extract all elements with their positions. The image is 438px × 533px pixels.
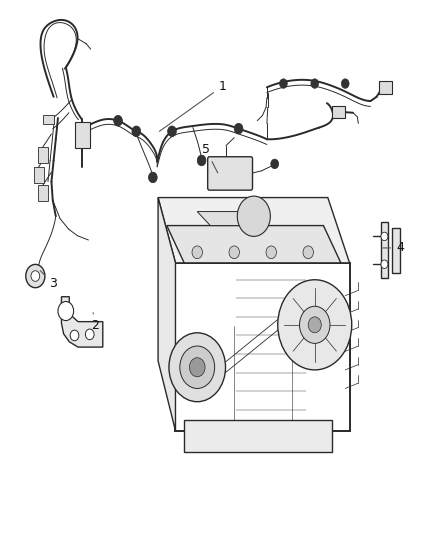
Circle shape xyxy=(168,126,177,136)
Circle shape xyxy=(114,115,122,126)
Circle shape xyxy=(180,346,215,389)
Circle shape xyxy=(169,333,226,402)
Circle shape xyxy=(271,159,279,168)
Circle shape xyxy=(279,79,287,88)
Text: 2: 2 xyxy=(91,313,99,333)
Circle shape xyxy=(308,317,321,333)
Circle shape xyxy=(70,330,79,341)
Circle shape xyxy=(192,246,202,259)
Bar xyxy=(379,81,392,94)
Circle shape xyxy=(197,155,206,166)
Bar xyxy=(43,115,53,124)
Polygon shape xyxy=(61,297,103,347)
Text: 3: 3 xyxy=(40,271,57,290)
Circle shape xyxy=(300,306,330,343)
Circle shape xyxy=(381,260,388,269)
Polygon shape xyxy=(158,198,350,263)
Circle shape xyxy=(266,246,276,259)
Bar xyxy=(34,167,44,183)
Circle shape xyxy=(303,246,314,259)
Text: 1: 1 xyxy=(159,80,226,131)
Bar xyxy=(392,228,399,273)
Circle shape xyxy=(31,271,40,281)
Circle shape xyxy=(85,329,94,340)
Circle shape xyxy=(237,196,270,236)
Polygon shape xyxy=(158,198,176,431)
Text: 5: 5 xyxy=(202,143,218,173)
Circle shape xyxy=(58,302,74,320)
Polygon shape xyxy=(167,225,341,263)
Bar xyxy=(74,122,90,148)
Circle shape xyxy=(229,246,240,259)
Circle shape xyxy=(189,358,205,377)
Circle shape xyxy=(148,172,157,183)
Circle shape xyxy=(132,126,141,136)
Circle shape xyxy=(234,123,243,134)
Bar xyxy=(39,147,48,163)
Circle shape xyxy=(311,79,319,88)
Bar xyxy=(381,222,389,278)
Bar xyxy=(39,185,48,201)
Bar xyxy=(332,107,345,118)
Polygon shape xyxy=(197,212,254,225)
Circle shape xyxy=(381,232,388,241)
FancyBboxPatch shape xyxy=(208,157,253,190)
Circle shape xyxy=(341,79,349,88)
Text: 4: 4 xyxy=(383,241,404,254)
Circle shape xyxy=(278,280,352,370)
Circle shape xyxy=(26,264,45,288)
Polygon shape xyxy=(184,420,332,452)
